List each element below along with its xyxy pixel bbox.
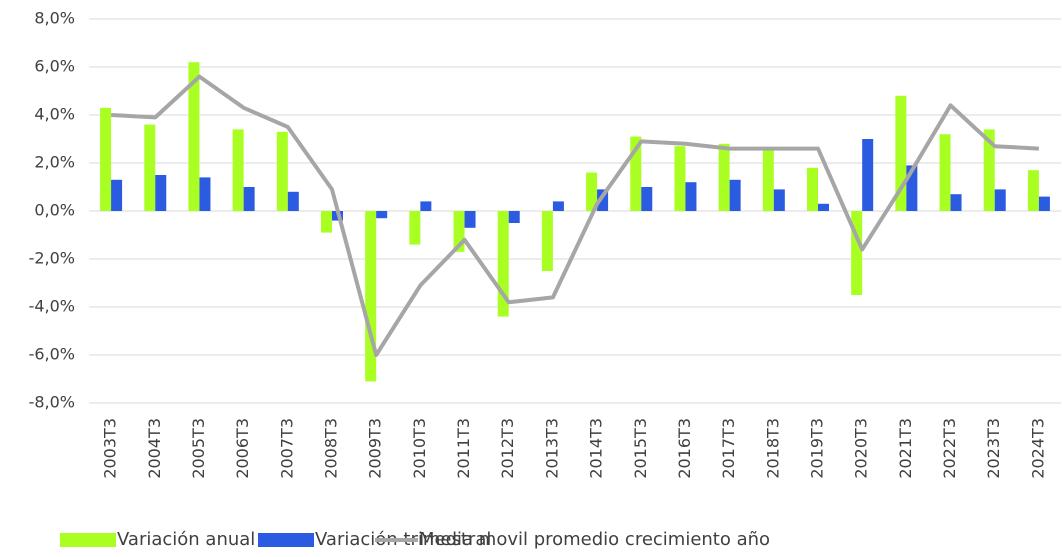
- bar: [321, 211, 332, 233]
- bar: [862, 139, 874, 211]
- x-tick-label: 2004T3: [145, 418, 164, 479]
- x-tick-label: 2011T3: [454, 418, 473, 479]
- bar: [1027, 170, 1039, 211]
- x-tick-label: 2021T3: [896, 418, 915, 479]
- bar: [906, 165, 918, 211]
- bar: [188, 62, 200, 212]
- x-tick-label: 2013T3: [542, 418, 561, 479]
- bar: [552, 201, 564, 211]
- y-tick-label: 4,0%: [34, 105, 75, 124]
- bar: [718, 143, 730, 211]
- bar: [464, 211, 476, 228]
- line: [110, 74, 1040, 357]
- x-tick-label: 2022T3: [940, 418, 959, 479]
- y-tick-label: 8,0%: [34, 9, 75, 28]
- y-tick-label: -6,0%: [29, 345, 75, 364]
- x-tick-label: 2007T3: [277, 418, 296, 479]
- bar: [895, 95, 907, 211]
- bar: [685, 182, 697, 211]
- bar: [287, 191, 299, 211]
- bar: [729, 179, 741, 211]
- bar: [276, 131, 288, 211]
- x-tick-label: 2020T3: [852, 418, 871, 479]
- bar: [232, 129, 244, 211]
- x-tick-label: 2017T3: [719, 418, 738, 479]
- bar: [994, 189, 1006, 211]
- x-tick-label: 2009T3: [366, 418, 385, 479]
- legend-swatch: [60, 533, 116, 547]
- x-tick-label: 2024T3: [1028, 418, 1047, 479]
- x-tick-label: 2012T3: [498, 418, 517, 479]
- bar: [851, 211, 863, 295]
- x-tick-label: 2015T3: [631, 418, 650, 479]
- bar: [243, 187, 255, 211]
- bar: [762, 148, 774, 211]
- bar: [111, 179, 123, 211]
- bar: [497, 211, 509, 317]
- bar: [453, 211, 465, 252]
- bar: [376, 211, 388, 219]
- x-tick-label: 2023T3: [984, 418, 1003, 479]
- legend-swatch: [258, 533, 314, 547]
- bar: [365, 211, 377, 382]
- bar: [199, 177, 211, 211]
- x-tick-label: 2008T3: [322, 418, 341, 479]
- y-tick-label: -2,0%: [29, 249, 75, 268]
- y-tick-label: -4,0%: [29, 297, 75, 316]
- bar: [541, 211, 553, 271]
- bar: [597, 189, 609, 211]
- x-tick-label: 2010T3: [410, 418, 429, 479]
- bar: [674, 146, 686, 211]
- y-tick-label: -8,0%: [29, 393, 75, 412]
- x-tick-label: 2006T3: [233, 418, 252, 479]
- bar: [409, 211, 421, 245]
- bar: [773, 189, 785, 211]
- bar: [1038, 196, 1050, 211]
- bar: [950, 194, 962, 211]
- bar: [586, 172, 598, 211]
- x-tick-label: 2018T3: [763, 418, 782, 479]
- bar: [983, 129, 995, 211]
- bar: [508, 211, 520, 223]
- x-tick-label: 2019T3: [808, 418, 827, 479]
- y-tick-label: 0,0%: [34, 201, 75, 220]
- x-tick-label: 2005T3: [189, 418, 208, 479]
- y-tick-label: 2,0%: [34, 153, 75, 172]
- bar: [144, 124, 156, 211]
- bar: [630, 136, 642, 211]
- legend-label: Media movil promedio crecimiento año: [419, 529, 770, 550]
- legend-label: Variación anual: [117, 529, 255, 550]
- bar: [420, 201, 432, 211]
- y-tick-label: 6,0%: [34, 57, 75, 76]
- bar: [818, 203, 829, 211]
- x-tick-label: 2016T3: [675, 418, 694, 479]
- x-tick-label: 2014T3: [587, 418, 606, 479]
- bar: [100, 107, 112, 211]
- bar: [155, 175, 167, 211]
- bar: [939, 134, 951, 211]
- x-tick-label: 2003T3: [101, 418, 120, 479]
- bar: [807, 167, 818, 211]
- bar: [641, 187, 653, 211]
